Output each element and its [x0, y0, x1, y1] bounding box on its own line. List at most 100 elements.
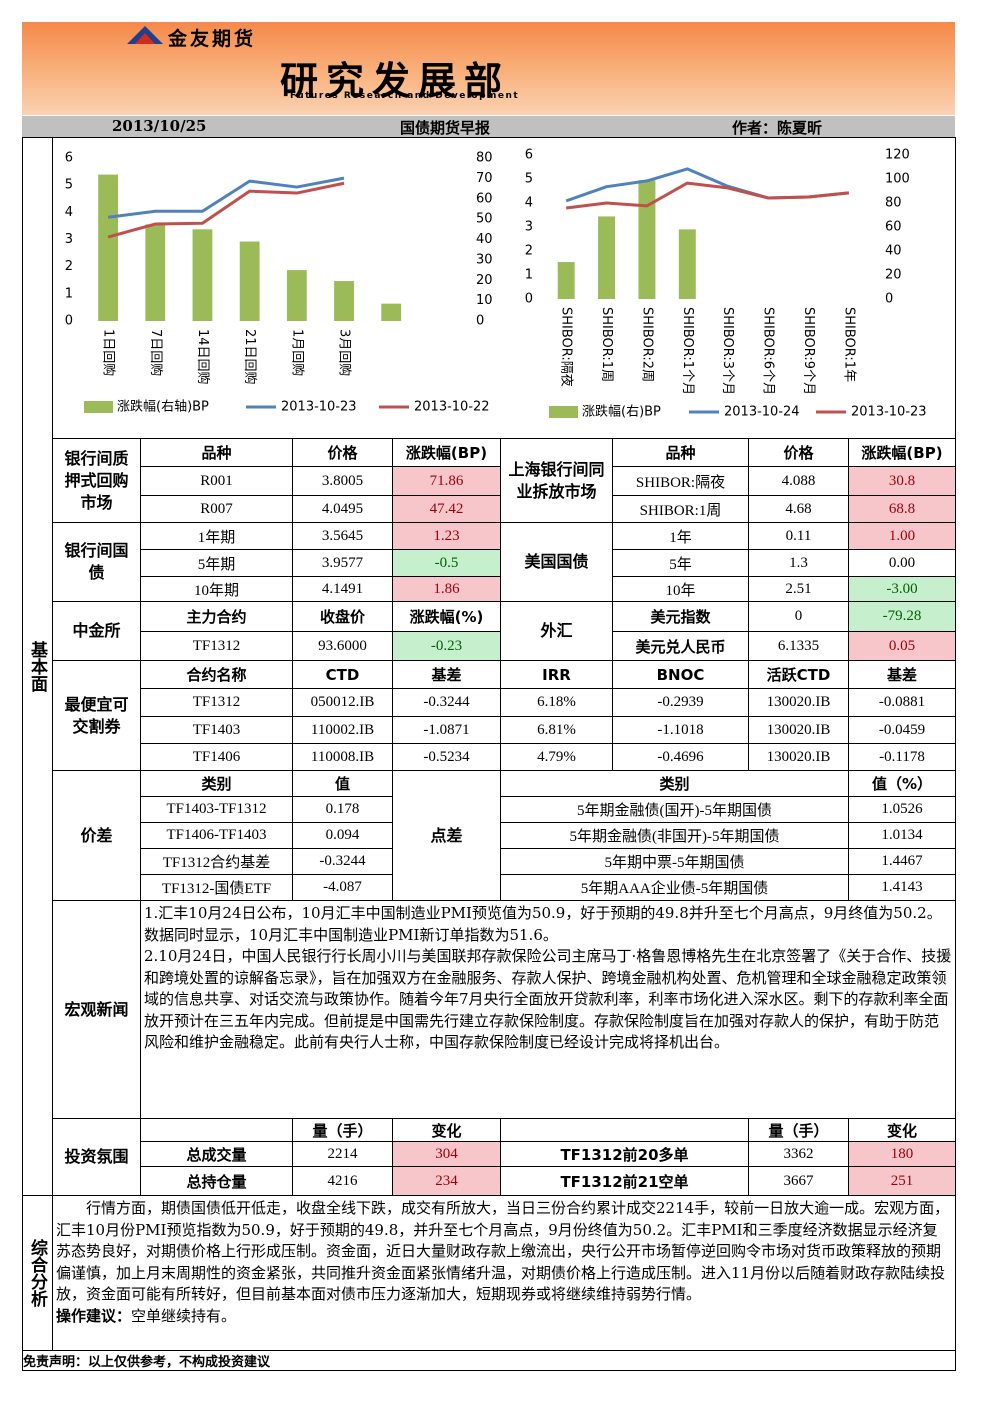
- paragraph: 2.10月24日，中国人民银行行长周小川与美国联邦存款保险公司主席马丁·格鲁恩博…: [144, 947, 952, 1051]
- y-tick-label: 1: [525, 268, 533, 283]
- table-cell: SHIBOR:隔夜: [612, 466, 749, 496]
- table-cell: IRR: [500, 660, 613, 689]
- table-cell: 1.0134: [848, 822, 956, 849]
- bar: [638, 180, 656, 299]
- table-cell: 1.00: [848, 522, 956, 550]
- table-cell: 最便宜可交割券: [52, 660, 141, 771]
- table-cell: TF1403: [140, 716, 293, 744]
- legend-label: 2013-10-24: [724, 405, 800, 420]
- table-cell: R001: [140, 466, 293, 496]
- legend-label: 涨跌幅(右轴)BP: [117, 399, 209, 415]
- table-cell: BNOC: [612, 660, 749, 689]
- y-tick-label: 1: [65, 286, 73, 301]
- table-cell: 180: [848, 1141, 956, 1167]
- y-tick-label: 6: [525, 148, 533, 163]
- bar: [286, 270, 307, 321]
- table-cell: 10年期: [140, 576, 293, 602]
- table-cell: 1.4143: [848, 874, 956, 901]
- y-tick-label: 3: [525, 220, 533, 235]
- table-cell: -0.0881: [848, 688, 956, 717]
- table-cell: 量（手）: [748, 1118, 849, 1142]
- table-cell: -0.4696: [612, 743, 749, 771]
- table-cell: TF1312前21空单: [500, 1166, 749, 1196]
- table-cell: 68.8: [848, 495, 956, 523]
- paragraph: 1.汇丰10月24日公布，10月汇丰中国制造业PMI预览值为50.9，好于预期的…: [144, 904, 942, 944]
- x-tick-label: 21日回购: [242, 329, 258, 385]
- table-cell: 宏观新闻: [52, 900, 141, 1119]
- table-cell: 47.42: [392, 495, 501, 523]
- line-series: [107, 176, 345, 219]
- logo-shape: [135, 33, 155, 44]
- y2-tick-label: 50: [476, 212, 493, 227]
- table-cell: 品种: [612, 438, 749, 467]
- table-row: R001 3.8005 71.86 SHIBOR:隔夜 4.088 30.8: [23, 466, 956, 496]
- logo-text: 金友期货: [168, 28, 257, 50]
- bar: [598, 216, 616, 299]
- table-cell: 投资氛围: [52, 1118, 141, 1196]
- table-cell: 点差: [392, 770, 501, 901]
- table-row: 10年期 4.1491 1.86 10年 2.51 -3.00: [23, 576, 956, 602]
- bar: [381, 303, 402, 321]
- table-cell: 1.86: [392, 576, 501, 602]
- table-cell: 6.1335: [748, 631, 849, 661]
- table-cell: -0.1178: [848, 743, 956, 771]
- table-cell: 0: [748, 601, 849, 632]
- table-cell: 值: [292, 770, 393, 797]
- table-cell: 1年期: [140, 522, 293, 550]
- x-tick-label: SHIBOR:2周: [639, 307, 654, 382]
- table-cell: R007: [140, 495, 293, 523]
- y2-tick-label: 40: [885, 244, 902, 259]
- table-row: 投资氛围 量（手） 变化 量（手） 变化: [23, 1118, 956, 1196]
- table-row: 最便宜可交割券 合约名称 CTD 基差 IRR BNOC 活跃CTD 基差: [23, 660, 956, 771]
- table-cell: 银行间国债: [52, 522, 141, 602]
- y2-tick-label: 60: [476, 191, 493, 206]
- table-cell: 0.05: [848, 631, 956, 661]
- table-row: 5年期 3.9577 -0.5 5年 1.3 0.00: [23, 549, 956, 577]
- y2-tick-label: 40: [476, 232, 493, 247]
- table-cell: 美元指数: [612, 601, 749, 632]
- bar: [145, 224, 166, 321]
- y2-tick-label: 0: [476, 314, 484, 329]
- table-row: TF1312合约基差 -0.3244 5年期中票-5年期国债 1.4467: [23, 848, 956, 875]
- table-cell: 5年期AAA企业债-5年期国债: [500, 874, 849, 901]
- table-cell: 价差: [52, 770, 141, 901]
- table-cell: 活跃CTD: [748, 660, 849, 689]
- table-row: 价差 类别值点差 类别 值（%）: [23, 770, 956, 901]
- table-cell: -0.5: [392, 549, 501, 577]
- y2-tick-label: 0: [885, 292, 893, 307]
- table-cell: TF1312前20多单: [500, 1141, 749, 1167]
- table-row: 总持仓量 4216 234 TF1312前21空单 3667 251: [23, 1166, 956, 1196]
- y2-tick-label: 120: [885, 148, 910, 163]
- table-cell: 1.23: [392, 522, 501, 550]
- info-bar: 2013/10/25 国债期货早报 作者：陈夏昕: [22, 116, 955, 137]
- empty-cell: 1.汇丰10月24日公布，10月汇丰中国制造业PMI预览值为50.9，好于预期的…: [140, 900, 956, 1119]
- table-cell: 类别: [500, 770, 849, 797]
- y2-tick-label: 10: [476, 293, 493, 308]
- y-tick-label: 0: [525, 292, 533, 307]
- legend-swatch: [549, 406, 578, 418]
- report-table: 基本面 0 1 2 3 4 5 6 0 10 20 30 40 50 60 70 80 1日回购 7日回购 14日回…: [22, 137, 956, 1371]
- table-cell: 涨跌幅(BP): [848, 438, 956, 467]
- bar: [98, 174, 119, 321]
- table-cell: 变化: [848, 1118, 956, 1142]
- table-cell: 外汇: [500, 601, 613, 661]
- table-cell: 1年: [612, 522, 749, 550]
- table-cell: 3667: [748, 1166, 849, 1196]
- table-cell: 6.18%: [500, 688, 613, 717]
- table-cell: 050012.IB: [292, 688, 393, 717]
- table-row: TF1312 93.6000 -0.23 美元兑人民币 6.1335 0.05: [23, 631, 956, 661]
- y-tick-label: 0: [65, 314, 73, 329]
- table-cell: 5年期中票-5年期国债: [500, 848, 849, 875]
- report-date: 2013/10/25: [112, 117, 207, 135]
- table-row: 基本面 0 1 2 3 4 5 6 0 10 20 30 40 50 60 70 80 1日回购 7日回购 14日回…: [22, 137, 956, 1196]
- x-tick-label: 3月回购: [337, 329, 353, 376]
- y2-tick-label: 80: [476, 151, 493, 166]
- y-tick-label: 2: [65, 259, 73, 274]
- table-row: TF1403 110002.IB -1.0871 6.81% -1.1018 130020…: [23, 716, 956, 744]
- table-cell: -0.0459: [848, 716, 956, 744]
- table-cell: 6.81%: [500, 716, 613, 744]
- table-cell: 涨跌幅(%): [392, 601, 501, 632]
- table-cell: 4.088: [748, 466, 849, 496]
- table-row: 综合分析 行情方面，期债国债低开低走，收盘全线下跌，成交有所放大，当日三份合约累计…: [22, 1195, 956, 1351]
